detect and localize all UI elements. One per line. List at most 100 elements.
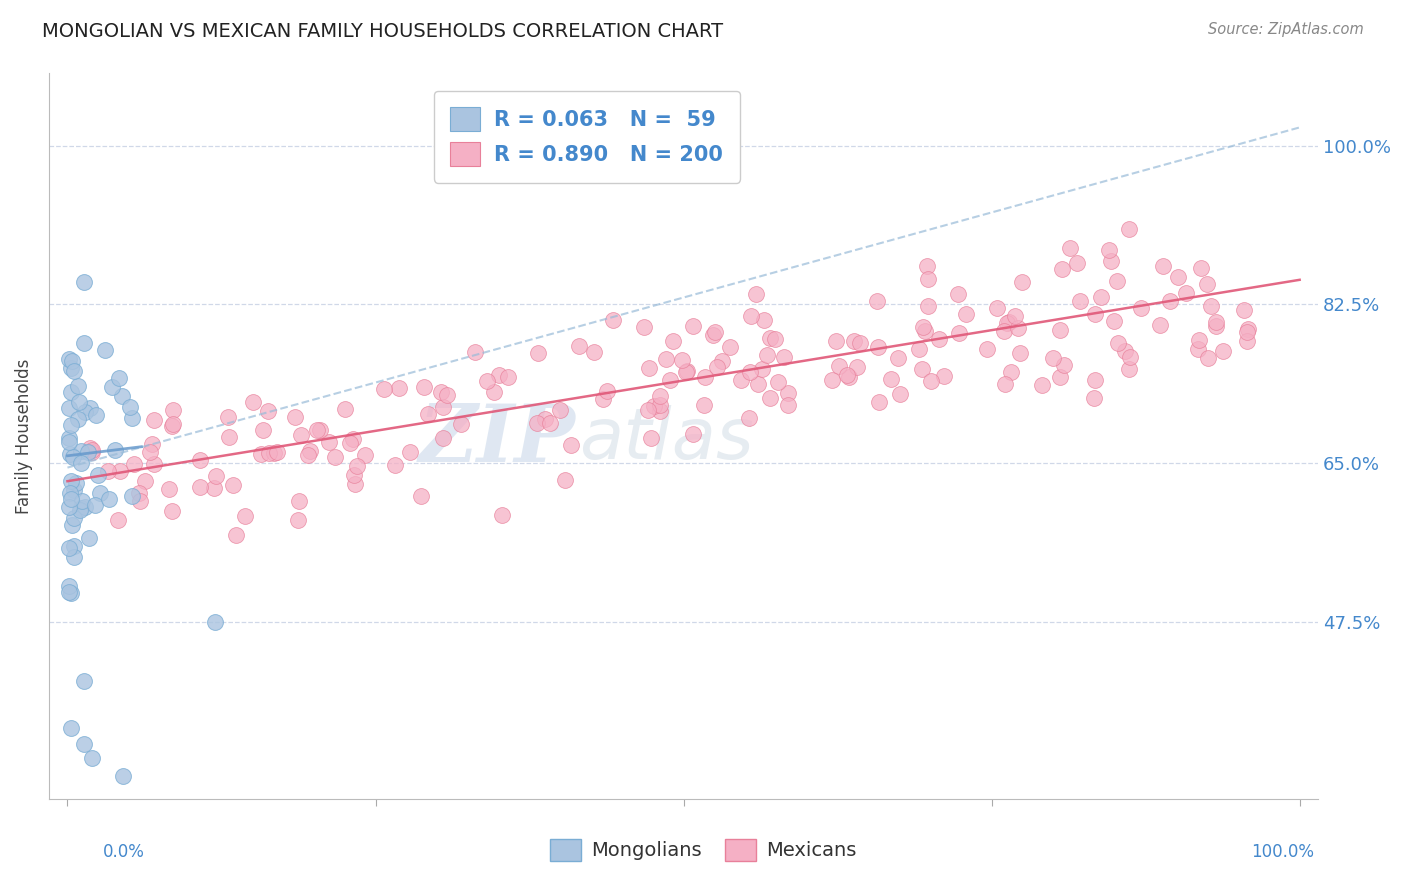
- Point: [928, 331, 950, 345]
- Point: [60, 491, 83, 506]
- Point: [1197, 277, 1219, 292]
- Point: [659, 373, 682, 387]
- Point: [1050, 262, 1073, 277]
- Point: [263, 446, 285, 460]
- Point: [648, 398, 671, 412]
- Point: [1031, 377, 1053, 392]
- Point: [70, 501, 93, 516]
- Point: [917, 259, 939, 273]
- Point: [744, 287, 766, 301]
- Point: [450, 417, 472, 432]
- Point: [73, 275, 96, 289]
- Point: [1187, 342, 1209, 356]
- Point: [162, 403, 184, 417]
- Point: [162, 417, 184, 431]
- Point: [976, 342, 998, 356]
- Point: [704, 326, 727, 340]
- Point: [533, 412, 555, 426]
- Point: [768, 376, 790, 390]
- Point: [79, 441, 101, 455]
- Point: [1084, 373, 1107, 387]
- Point: [346, 458, 368, 473]
- Point: [79, 401, 101, 416]
- Point: [157, 482, 180, 496]
- Point: [67, 394, 90, 409]
- Point: [1236, 325, 1258, 339]
- Point: [112, 769, 135, 783]
- Point: [1049, 323, 1071, 337]
- Point: [912, 320, 935, 334]
- Point: [908, 342, 931, 356]
- Point: [388, 381, 411, 395]
- Point: [738, 365, 761, 379]
- Point: [1090, 290, 1112, 304]
- Point: [108, 371, 131, 385]
- Point: [662, 334, 685, 348]
- Point: [249, 447, 271, 461]
- Point: [63, 483, 86, 498]
- Point: [266, 445, 288, 459]
- Text: 100.0%: 100.0%: [1251, 843, 1315, 861]
- Point: [59, 475, 82, 489]
- Point: [1049, 370, 1071, 384]
- Point: [60, 354, 83, 368]
- Point: [59, 721, 82, 735]
- Point: [1011, 275, 1033, 289]
- Point: [993, 324, 1015, 338]
- Point: [1004, 309, 1026, 323]
- Point: [1197, 351, 1219, 365]
- Point: [60, 384, 83, 399]
- Point: [58, 585, 80, 599]
- Point: [1152, 259, 1174, 273]
- Point: [934, 369, 956, 384]
- Point: [751, 361, 773, 376]
- Point: [1118, 222, 1140, 236]
- Point: [298, 444, 321, 458]
- Point: [866, 293, 889, 308]
- Point: [1099, 253, 1122, 268]
- Point: [188, 480, 211, 494]
- Point: [1000, 366, 1022, 380]
- Point: [84, 498, 107, 512]
- Point: [89, 485, 111, 500]
- Point: [384, 458, 406, 472]
- Point: [342, 432, 364, 446]
- Point: [111, 389, 134, 403]
- Point: [1007, 320, 1029, 334]
- Point: [343, 467, 366, 482]
- Point: [160, 419, 183, 434]
- Point: [413, 379, 436, 393]
- Point: [527, 346, 550, 360]
- Point: [1053, 358, 1076, 372]
- Point: [889, 386, 911, 401]
- Point: [69, 502, 91, 516]
- Point: [693, 370, 716, 384]
- Point: [637, 402, 659, 417]
- Point: [702, 328, 724, 343]
- Point: [568, 339, 591, 353]
- Point: [204, 481, 226, 495]
- Point: [1159, 294, 1181, 309]
- Point: [1059, 241, 1081, 255]
- Point: [675, 365, 697, 379]
- Point: [821, 373, 844, 387]
- Point: [648, 403, 671, 417]
- Legend: R = 0.063   N =  59, R = 0.890   N = 200: R = 0.063 N = 59, R = 0.890 N = 200: [434, 91, 740, 183]
- Point: [62, 450, 84, 464]
- Point: [886, 351, 908, 365]
- Point: [868, 395, 890, 409]
- Point: [671, 353, 693, 368]
- Point: [1118, 350, 1140, 364]
- Point: [640, 431, 662, 445]
- Point: [287, 513, 309, 527]
- Point: [880, 372, 903, 386]
- Point: [1237, 322, 1260, 336]
- Point: [318, 435, 340, 450]
- Point: [58, 500, 80, 515]
- Point: [496, 370, 519, 384]
- Point: [643, 399, 665, 413]
- Point: [1129, 301, 1152, 315]
- Point: [488, 368, 510, 382]
- Point: [65, 475, 87, 490]
- Point: [738, 411, 761, 425]
